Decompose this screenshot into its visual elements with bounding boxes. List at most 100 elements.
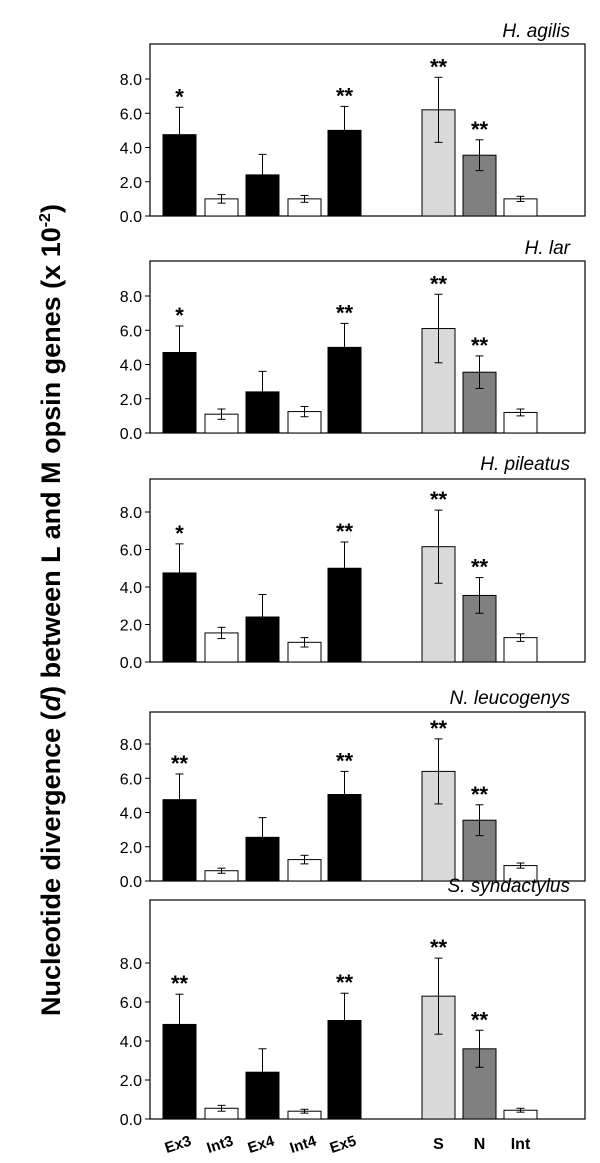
error-bar	[475, 355, 484, 389]
error-bar	[175, 106, 184, 163]
chart-title: H. pileatus	[480, 454, 570, 475]
significance-marker: **	[471, 782, 489, 807]
error-bar	[516, 1107, 525, 1113]
x-tick-label: N	[474, 1136, 486, 1153]
y-tick-label: 6.0	[120, 543, 142, 560]
significance-marker: **	[336, 970, 354, 995]
x-tick-label: Ex5	[328, 1133, 359, 1157]
plot-frame	[149, 478, 586, 663]
error-bar	[258, 594, 267, 640]
error-bar	[175, 773, 184, 826]
x-tick-label: Ex3	[163, 1133, 194, 1157]
bar-int	[503, 637, 538, 663]
y-tick-label: 4.0	[120, 358, 142, 375]
error-bar	[340, 770, 349, 819]
significance-marker: **	[336, 300, 354, 325]
y-tick-label: 4.0	[120, 580, 142, 597]
error-bar	[258, 1048, 267, 1097]
significance-marker: **	[336, 748, 354, 773]
y-tick-label: 2.0	[120, 175, 142, 192]
y-tick-label: 4.0	[120, 1034, 142, 1051]
error-bar	[258, 817, 267, 858]
error-bar	[300, 194, 309, 203]
bar-ex3	[162, 1023, 197, 1120]
y-tick-label: 8.0	[120, 289, 142, 306]
bar-ex5	[327, 1020, 362, 1120]
error-bar	[300, 405, 309, 418]
error-bar	[175, 325, 184, 380]
error-bar	[300, 637, 309, 648]
error-bar	[217, 1104, 226, 1112]
y-tick-label: 8.0	[120, 505, 142, 522]
bar-ex5	[327, 346, 362, 434]
significance-marker: **	[430, 271, 448, 296]
error-bar	[258, 153, 267, 196]
chart-title: S. syndactylus	[448, 876, 571, 897]
error-bar	[475, 577, 484, 614]
chart-panel-5: S. syndactylus 0.0 2.0 4.0 6.0 8.0 ** ** ** ** Ex3…	[120, 876, 586, 1157]
significance-marker: **	[430, 54, 448, 79]
chart-title: N. leucogenys	[450, 688, 571, 709]
error-bar	[175, 993, 184, 1056]
error-bar	[340, 541, 349, 595]
significance-marker: **	[471, 1007, 489, 1032]
significance-marker: **	[171, 971, 189, 996]
error-bar	[175, 543, 184, 603]
significance-marker: **	[430, 487, 448, 512]
error-bar	[300, 854, 309, 865]
chart-title: H. lar	[525, 238, 571, 259]
significance-marker: **	[430, 935, 448, 960]
error-bar	[217, 626, 226, 640]
y-tick-label: 0.0	[120, 874, 142, 891]
error-bar	[475, 1029, 484, 1068]
error-bar	[434, 957, 443, 1035]
significance-marker: **	[171, 751, 189, 776]
plot-frame	[149, 899, 586, 1120]
significance-marker: *	[175, 303, 184, 328]
y-tick-label: 8.0	[120, 956, 142, 973]
y-tick-label: 4.0	[120, 806, 142, 823]
significance-marker: **	[471, 117, 489, 142]
y-tick-label: 6.0	[120, 323, 142, 340]
y-tick-label: 2.0	[120, 1073, 142, 1090]
significance-marker: *	[175, 521, 184, 546]
plot-frame	[149, 43, 586, 217]
y-tick-label: 6.0	[120, 995, 142, 1012]
error-bar	[434, 293, 443, 364]
error-bar	[516, 195, 525, 202]
x-tick-label: S	[433, 1136, 444, 1153]
x-tick-label: Ex4	[246, 1132, 277, 1157]
error-bar	[434, 509, 443, 584]
y-tick-label: 2.0	[120, 618, 142, 635]
error-bar	[434, 738, 443, 805]
y-tick-label: 6.0	[120, 106, 142, 123]
error-bar	[475, 804, 484, 837]
bar-s	[421, 328, 456, 434]
plot-frame	[149, 711, 586, 882]
significance-marker: **	[336, 83, 354, 108]
y-tick-label: 2.0	[120, 392, 142, 409]
error-bar	[340, 105, 349, 155]
error-bar	[217, 867, 226, 874]
y-tick-label: 6.0	[120, 771, 142, 788]
y-tick-label: 0.0	[120, 426, 142, 443]
y-tick-label: 4.0	[120, 141, 142, 158]
y-tick-label: 8.0	[120, 72, 142, 89]
x-tick-label: Int3	[205, 1133, 236, 1157]
error-bar	[217, 408, 226, 420]
error-bar	[340, 992, 349, 1049]
significance-marker: **	[471, 333, 489, 358]
y-tick-label: 0.0	[120, 1112, 142, 1129]
y-tick-label: 8.0	[120, 737, 142, 754]
error-bar	[516, 862, 525, 869]
error-bar	[340, 322, 349, 372]
chart-title: H. agilis	[502, 21, 570, 42]
y-tick-label: 0.0	[120, 209, 142, 226]
error-bar	[258, 370, 267, 413]
significance-marker: **	[336, 519, 354, 544]
error-bar	[217, 194, 226, 204]
error-bar	[475, 139, 484, 172]
